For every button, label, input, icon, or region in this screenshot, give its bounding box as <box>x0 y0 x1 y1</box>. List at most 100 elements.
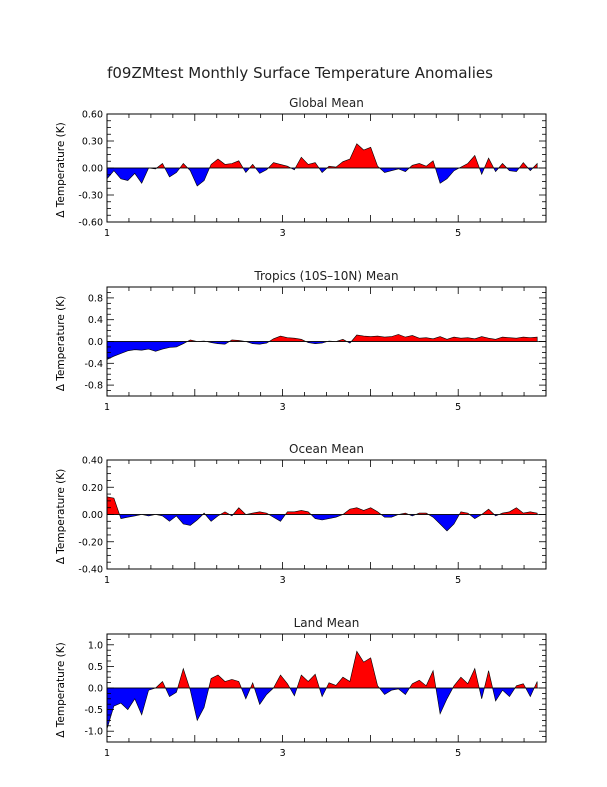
negative-anomaly-area <box>478 167 485 176</box>
positive-anomaly-area <box>267 162 292 169</box>
negative-anomaly-area <box>427 514 460 532</box>
panel-title: Tropics (10S–10N) Mean <box>253 269 398 283</box>
y-tick-label: -0.40 <box>78 565 103 576</box>
negative-anomaly-area <box>164 167 181 178</box>
y-tick-label: 0.00 <box>82 164 103 175</box>
positive-anomaly-area <box>179 163 189 169</box>
negative-anomaly-area <box>478 687 485 699</box>
positive-anomaly-area <box>250 681 255 689</box>
positive-anomaly-area <box>294 156 320 169</box>
negative-anomaly-area <box>242 167 251 174</box>
y-axis-label: Δ Temperature (K) <box>55 642 67 737</box>
negative-anomaly-area <box>468 514 483 519</box>
y-axis-label: Δ Temperature (K) <box>55 469 67 564</box>
panel-1: -0.60 -0.30 0.00 0.30 0.60 1 3 5 Global Mean Δ Te… <box>55 96 547 239</box>
x-tick-label: 5 <box>455 575 461 586</box>
negative-anomaly-area <box>206 341 231 345</box>
positive-anomaly-area <box>408 669 437 689</box>
panel-title: Land Mean <box>294 616 360 630</box>
y-tick-label: 0.8 <box>88 293 103 304</box>
x-tick-label: 5 <box>455 402 461 413</box>
positive-anomaly-area <box>219 511 231 515</box>
positive-anomaly-area <box>498 507 538 515</box>
chart-panels: -0.60 -0.30 0.00 0.30 0.60 1 3 5 Global Mean Δ Te… <box>55 96 547 759</box>
positive-anomaly-area <box>518 162 529 169</box>
positive-anomaly-area <box>155 163 166 169</box>
positive-anomaly-area <box>480 508 495 515</box>
x-tick-label: 3 <box>280 228 286 239</box>
negative-anomaly-area <box>506 167 520 172</box>
panel-3: -0.40 -0.20 0.00 0.20 0.40 1 3 5 Ocean Mean Δ Tem… <box>55 442 547 586</box>
y-axis-label: Δ Temperature (K) <box>55 122 67 217</box>
y-tick-label: -1.0 <box>84 727 103 738</box>
y-tick-label: 0.60 <box>82 110 103 121</box>
positive-anomaly-area <box>106 496 120 515</box>
positive-anomaly-area <box>232 507 270 515</box>
negative-anomaly-area <box>434 167 460 184</box>
negative-anomaly-area <box>435 687 454 715</box>
positive-anomaly-area <box>296 673 320 689</box>
x-tick-label: 5 <box>455 748 461 759</box>
y-tick-label: -0.8 <box>84 381 103 392</box>
x-tick-label: 1 <box>104 748 110 759</box>
negative-anomaly-area <box>254 167 269 174</box>
negative-anomaly-area <box>106 341 188 360</box>
positive-anomaly-area <box>268 335 307 342</box>
negative-anomaly-area <box>378 687 411 695</box>
panel-title: Ocean Mean <box>289 442 364 456</box>
y-tick-label: 0.00 <box>82 510 103 521</box>
y-tick-label: 0.20 <box>82 483 103 494</box>
positive-anomaly-area <box>514 683 527 689</box>
negative-anomaly-area <box>378 167 411 173</box>
negative-anomaly-area <box>119 514 142 519</box>
positive-anomaly-area <box>154 680 166 689</box>
negative-anomaly-area <box>245 341 271 345</box>
positive-anomaly-area <box>408 160 436 169</box>
y-tick-label: 1.0 <box>88 640 103 651</box>
positive-anomaly-area <box>248 163 257 169</box>
positive-anomaly-area <box>452 667 480 689</box>
positive-anomaly-area <box>484 670 493 689</box>
positive-anomaly-area <box>350 334 538 342</box>
y-tick-label: 0.0 <box>88 337 103 348</box>
x-tick-label: 1 <box>104 228 110 239</box>
panel-title: Global Mean <box>289 96 364 110</box>
y-tick-label: -0.4 <box>84 359 103 370</box>
y-tick-label: 0.30 <box>82 137 103 148</box>
x-tick-label: 1 <box>104 575 110 586</box>
positive-anomaly-area <box>284 510 312 515</box>
positive-anomaly-area <box>459 154 480 169</box>
negative-anomaly-area <box>493 167 500 173</box>
y-tick-label: 0.5 <box>88 662 103 673</box>
positive-anomaly-area <box>326 143 381 169</box>
panel-2: -0.8 -0.4 0.0 0.4 0.8 1 3 5 Tropics (10S–10N) Me… <box>55 269 547 413</box>
positive-anomaly-area <box>498 163 508 169</box>
negative-anomaly-area <box>106 687 156 730</box>
positive-anomaly-area <box>208 674 242 689</box>
y-tick-label: -0.5 <box>84 705 103 716</box>
positive-anomaly-area <box>483 157 495 169</box>
negative-anomaly-area <box>189 687 210 722</box>
y-axis-label: Δ Temperature (K) <box>55 296 67 391</box>
y-tick-label: 0.4 <box>88 315 103 326</box>
x-tick-label: 3 <box>280 402 286 413</box>
positive-anomaly-area <box>533 681 538 689</box>
positive-anomaly-area <box>458 511 471 515</box>
y-tick-label: -0.20 <box>78 537 103 548</box>
negative-anomaly-area <box>318 167 328 173</box>
negative-anomaly-area <box>492 687 516 702</box>
panel-4: -1.0 -0.5 0.0 0.5 1.0 1 3 5 Land Mean Δ Temperatu… <box>55 616 547 759</box>
positive-anomaly-area <box>325 650 381 689</box>
negative-anomaly-area <box>527 167 534 172</box>
figure-title: f09ZMtest Monthly Surface Temperature An… <box>107 64 493 82</box>
positive-anomaly-area <box>272 674 291 689</box>
negative-anomaly-area <box>289 687 298 697</box>
negative-anomaly-area <box>240 687 251 700</box>
negative-anomaly-area <box>310 514 344 521</box>
negative-anomaly-area <box>318 687 327 698</box>
x-tick-label: 1 <box>104 402 110 413</box>
negative-anomaly-area <box>155 514 204 526</box>
negative-anomaly-area <box>165 687 179 698</box>
x-tick-label: 3 <box>280 575 286 586</box>
